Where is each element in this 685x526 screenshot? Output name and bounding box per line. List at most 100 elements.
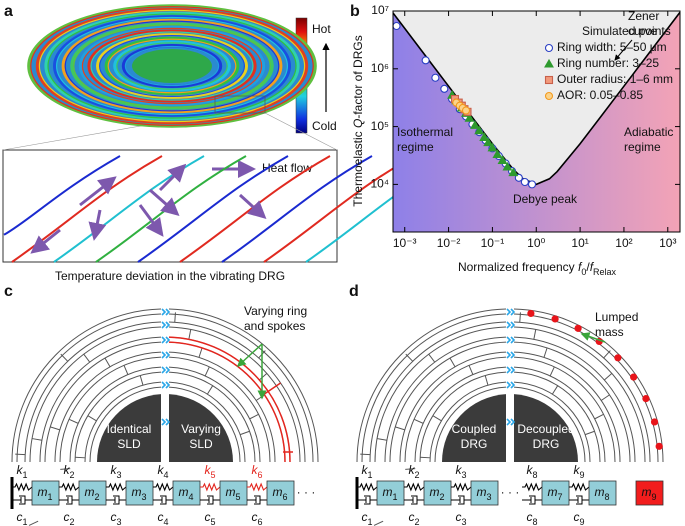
- damper: [106, 495, 126, 505]
- mass: [266, 480, 295, 506]
- damper-label: c1: [361, 510, 372, 526]
- spoke: [75, 456, 86, 459]
- symbol: k: [408, 463, 415, 477]
- mass: [588, 480, 617, 506]
- disk-ring-edge: [73, 24, 271, 108]
- spoke: [405, 468, 416, 470]
- disk-ring: [113, 40, 231, 92]
- disk-ring-edge: [116, 42, 228, 90]
- ring: [39, 336, 162, 463]
- x-tick-label: 10⁻¹: [481, 236, 505, 250]
- legend-label: Outer radius: 1–6 mm: [557, 72, 673, 86]
- spoke: [139, 375, 144, 386]
- disk-ring-edge: [47, 13, 297, 119]
- damper-label: c5: [204, 510, 215, 526]
- subscript: 5: [235, 492, 240, 502]
- disk-ring: [35, 7, 309, 125]
- lumped-mass: [551, 315, 559, 323]
- sld-label: Decoupled: [517, 422, 574, 436]
- ring: [168, 381, 246, 463]
- mass: [423, 480, 452, 506]
- mass-label: m8: [594, 485, 609, 502]
- ring: [374, 326, 507, 463]
- panel-label: b: [350, 3, 360, 20]
- ring: [59, 356, 162, 463]
- y-tick-label: 10⁶: [371, 61, 389, 75]
- symbol: c: [251, 510, 257, 524]
- ring: [168, 356, 271, 463]
- colorbar-hot: Hot: [312, 22, 331, 36]
- damper: [200, 495, 220, 505]
- x-tick-label: 10³: [659, 236, 676, 250]
- lumped-mass: [630, 373, 638, 381]
- slit-arrow: [161, 381, 171, 389]
- sld: [97, 394, 161, 462]
- panel-label: c: [4, 283, 13, 300]
- mass-label: m4: [178, 485, 193, 502]
- sld: [442, 394, 506, 462]
- slit-arrow: [161, 351, 171, 359]
- annotation: Lumped: [595, 310, 638, 324]
- spoke: [240, 430, 250, 436]
- symbol: k: [573, 463, 580, 477]
- annotation: Zener: [628, 9, 659, 23]
- spoke: [104, 357, 111, 367]
- heat-arrow: [79, 176, 117, 207]
- mass-label: m5: [225, 485, 240, 502]
- zoom-line: [264, 112, 338, 151]
- inset-curve: [137, 155, 289, 263]
- point: [464, 113, 475, 122]
- point: [470, 120, 480, 129]
- ring: [513, 351, 621, 463]
- spoke: [594, 413, 604, 420]
- symbol: k: [204, 463, 211, 477]
- symbol: k: [157, 463, 164, 477]
- ring: [513, 381, 591, 463]
- annotation: Varying ring: [244, 304, 307, 318]
- symbol: m: [641, 485, 651, 499]
- ring: [513, 341, 631, 463]
- damper: [153, 495, 173, 505]
- spoke: [405, 353, 414, 362]
- y-tick-label: 10⁷: [371, 3, 389, 17]
- spoke: [259, 373, 268, 381]
- symbol: c: [455, 510, 461, 524]
- spring: [200, 482, 221, 492]
- subscript: 3: [461, 470, 466, 480]
- slit-arrow: [161, 336, 171, 344]
- spoke: [198, 347, 203, 358]
- symbol: m: [547, 485, 557, 499]
- heat-arrow: [158, 163, 187, 192]
- mass: [219, 480, 248, 506]
- spoke: [484, 375, 489, 386]
- spoke: [376, 438, 387, 441]
- damper: [569, 495, 589, 505]
- subscript: 3: [116, 470, 121, 480]
- ring: [16, 313, 162, 463]
- spoke: [31, 438, 42, 441]
- slit-arrow: [161, 418, 171, 426]
- legend-title: Simulated points: [582, 24, 671, 38]
- ring: [168, 321, 306, 463]
- spoke: [15, 453, 26, 456]
- symbol: c: [63, 510, 69, 524]
- ring: [168, 308, 319, 463]
- annotation: Adiabatic: [624, 125, 673, 139]
- mass-label: m7: [547, 485, 562, 502]
- ring: [414, 366, 507, 463]
- spoke: [413, 418, 424, 424]
- label-part: Normalized frequency: [458, 260, 578, 274]
- annotation-arrow: [614, 39, 633, 61]
- spoke: [600, 394, 610, 401]
- spoke: [373, 520, 384, 526]
- ring: [513, 356, 616, 463]
- ring: [69, 366, 162, 463]
- colorbar-cold: Cold: [312, 119, 337, 133]
- disk-ring-edge: [98, 34, 246, 98]
- spoke: [533, 329, 537, 340]
- slit-arrow: [506, 308, 516, 316]
- annotation: Debye peak: [513, 192, 578, 206]
- disk-ring: [70, 22, 274, 110]
- mass-label: m2: [429, 485, 444, 502]
